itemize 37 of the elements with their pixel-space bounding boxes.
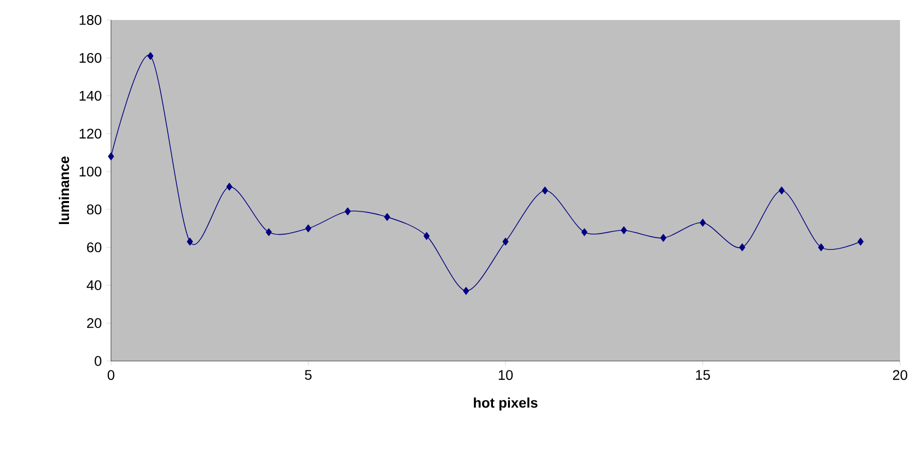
point (739, 243, 746, 252)
y-tick-label: 140 (80, 90, 102, 101)
point (384, 213, 390, 221)
y-tick-label: 180 (80, 15, 102, 25)
point (542, 186, 548, 194)
y-tick-label: 100 (80, 166, 102, 176)
x-tick-label: 10 (498, 370, 513, 380)
y-tick-label: 120 (80, 128, 102, 139)
x-tick-label: 5 (304, 370, 312, 380)
point (700, 218, 706, 227)
x-axis-title: hot pixels (474, 397, 538, 410)
y-tick-label: 0 (94, 356, 102, 366)
point (108, 152, 114, 160)
point (660, 234, 666, 242)
point (581, 228, 588, 236)
point (620, 226, 627, 234)
point (344, 207, 351, 216)
point (424, 232, 430, 240)
x-tick-label: 15 (696, 370, 710, 380)
y-tick-label: 60 (87, 242, 102, 252)
point (818, 243, 824, 252)
point (186, 238, 193, 246)
point (463, 287, 470, 295)
point (305, 224, 312, 232)
point (266, 228, 272, 236)
y-tick-label: 80 (86, 204, 102, 214)
y-tick-label: 20 (87, 318, 102, 328)
point (502, 238, 509, 246)
point (147, 52, 154, 60)
point (226, 182, 232, 191)
point (778, 186, 785, 194)
point (858, 238, 864, 246)
y-tick-label: 40 (86, 280, 102, 290)
y-tick-label: 160 (80, 52, 102, 63)
y-axis-title: luminance (58, 156, 70, 224)
x-tick-label: 0 (108, 370, 114, 380)
x-tick-label: 20 (892, 370, 908, 380)
